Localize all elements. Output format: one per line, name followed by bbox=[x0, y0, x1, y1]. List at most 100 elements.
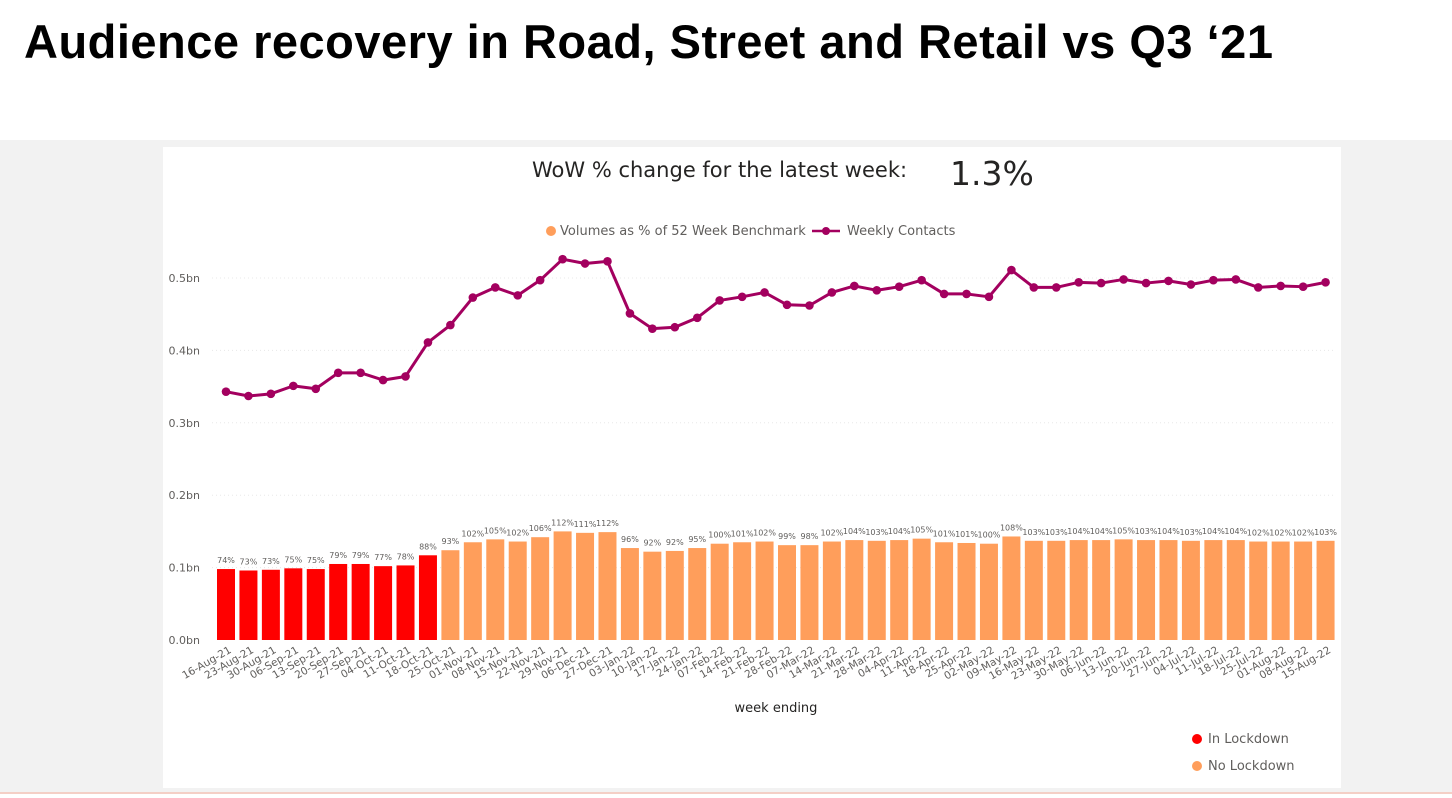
bar-data-label: 102% bbox=[461, 529, 484, 538]
y-tick-label: 0.2bn bbox=[169, 489, 200, 502]
bar-data-label: 92% bbox=[643, 539, 661, 548]
weekly-contacts-point bbox=[1321, 278, 1330, 287]
volume-bar bbox=[576, 532, 595, 640]
x-axis-tick-labels: 16-Aug-2123-Aug-2130-Aug-2106-Sep-2113-S… bbox=[180, 644, 1333, 682]
gridlines bbox=[212, 277, 1336, 569]
weekly-contacts-point bbox=[1253, 283, 1263, 292]
weekly-contacts-point bbox=[962, 289, 971, 299]
volume-bar bbox=[1024, 540, 1043, 640]
bar-data-label: 92% bbox=[666, 538, 684, 547]
volume-bar bbox=[598, 532, 617, 640]
weekly-contacts-point bbox=[1029, 283, 1039, 292]
weekly-contacts-point bbox=[1186, 280, 1196, 289]
y-tick-label: 0.1bn bbox=[169, 562, 200, 575]
weekly-contacts-point bbox=[1298, 282, 1308, 291]
bar-data-label: 104% bbox=[843, 527, 866, 536]
volume-bar bbox=[1316, 540, 1335, 640]
weekly-contacts-path bbox=[225, 257, 1326, 398]
bar-data-label: 101% bbox=[933, 529, 956, 538]
volume-bar bbox=[1137, 540, 1156, 640]
volume-bar bbox=[979, 543, 998, 640]
weekly-contacts-point bbox=[737, 292, 747, 302]
volume-bar bbox=[217, 569, 235, 640]
volume-bar bbox=[351, 563, 370, 640]
volume-bar bbox=[441, 550, 460, 640]
weekly-contacts-point bbox=[603, 257, 612, 266]
volume-bar bbox=[239, 570, 258, 640]
volume-bar bbox=[733, 542, 752, 640]
volume-bar bbox=[867, 540, 886, 640]
weekly-contacts-point bbox=[715, 296, 724, 305]
weekly-contacts-point bbox=[1007, 265, 1016, 275]
volume-bar bbox=[912, 538, 931, 640]
bar-data-label: 105% bbox=[484, 526, 507, 535]
legend-label-no-lockdown[interactable]: No Lockdown bbox=[1208, 759, 1295, 774]
volume-bar bbox=[1047, 540, 1066, 640]
weekly-contacts-point bbox=[782, 300, 792, 310]
volume-bar bbox=[329, 563, 348, 640]
volume-bar bbox=[486, 539, 505, 640]
weekly-contacts-point bbox=[468, 293, 478, 302]
weekly-contacts-point bbox=[490, 283, 500, 292]
weekly-contacts-point bbox=[894, 282, 904, 291]
bar-data-label: 103% bbox=[1022, 528, 1045, 537]
weekly-contacts-point bbox=[827, 288, 837, 297]
weekly-contacts-point bbox=[446, 320, 455, 330]
weekly-contacts-point bbox=[401, 372, 410, 381]
bar-data-label: 102% bbox=[820, 529, 843, 538]
bar-data-label: 102% bbox=[753, 529, 776, 538]
bar-data-label: 73% bbox=[240, 557, 258, 566]
weekly-contacts-point bbox=[311, 384, 321, 394]
weekly-contacts-point bbox=[378, 375, 388, 385]
volume-bar bbox=[688, 548, 707, 640]
bar-data-label: 75% bbox=[284, 555, 302, 564]
legend-marker-no-lockdown bbox=[1192, 761, 1202, 771]
legend-label-in-lockdown[interactable]: In Lockdown bbox=[1208, 732, 1289, 747]
volume-bar bbox=[1159, 540, 1178, 640]
weekly-contacts-point bbox=[692, 313, 702, 323]
bar-data-label: 79% bbox=[329, 551, 347, 560]
bar-data-label: 104% bbox=[888, 527, 911, 536]
volume-bars bbox=[217, 531, 1335, 640]
bar-data-label: 102% bbox=[1269, 529, 1292, 538]
bar-data-label: 104% bbox=[1224, 527, 1247, 536]
slide-title: Audience recovery in Road, Street and Re… bbox=[24, 15, 1274, 68]
bar-data-label: 111% bbox=[574, 520, 597, 529]
weekly-contacts-point bbox=[356, 368, 365, 378]
bar-data-label: 73% bbox=[262, 557, 280, 566]
volume-bar bbox=[508, 541, 527, 640]
weekly-contacts-point bbox=[670, 322, 680, 332]
volume-bar bbox=[800, 545, 819, 640]
bar-data-label: 112% bbox=[596, 519, 619, 528]
legend-label-weekly-contacts[interactable]: Weekly Contacts bbox=[847, 224, 956, 239]
weekly-contacts-line bbox=[221, 254, 1330, 401]
top-legend: Volumes as % of 52 Week Benchmark Weekly… bbox=[546, 224, 956, 239]
volume-bar bbox=[822, 541, 841, 640]
bar-data-labels: 74% 73% 73% 75% 75%79% 79% 77% 78%88%93%102% 105… bbox=[217, 518, 1337, 566]
volume-bar bbox=[1181, 540, 1200, 640]
volume-bar bbox=[1271, 541, 1290, 640]
bar-data-label: 102% bbox=[1292, 529, 1315, 538]
legend-marker-in-lockdown bbox=[1192, 734, 1202, 744]
y-tick-label: 0.0bn bbox=[169, 634, 200, 647]
volume-bar bbox=[1204, 540, 1223, 640]
weekly-contacts-point bbox=[939, 289, 949, 299]
weekly-contacts-point bbox=[872, 286, 882, 295]
volume-bar bbox=[665, 550, 684, 640]
volume-bar bbox=[1226, 540, 1245, 640]
volume-bar bbox=[261, 569, 280, 640]
volume-bar bbox=[1002, 536, 1021, 640]
weekly-contacts-point bbox=[580, 259, 590, 268]
weekly-contacts-point bbox=[1141, 278, 1151, 288]
weekly-contacts-point bbox=[1164, 276, 1173, 286]
volume-bar bbox=[755, 541, 774, 640]
weekly-contacts-point bbox=[917, 275, 926, 285]
legend-label-volumes[interactable]: Volumes as % of 52 Week Benchmark bbox=[560, 224, 806, 239]
bar-data-label: 98% bbox=[801, 532, 819, 541]
weekly-contacts-point bbox=[1119, 275, 1128, 284]
legend-marker-volumes bbox=[546, 226, 556, 236]
volume-bar bbox=[418, 555, 437, 640]
volume-bar bbox=[935, 542, 954, 640]
bar-data-label: 99% bbox=[778, 532, 796, 541]
